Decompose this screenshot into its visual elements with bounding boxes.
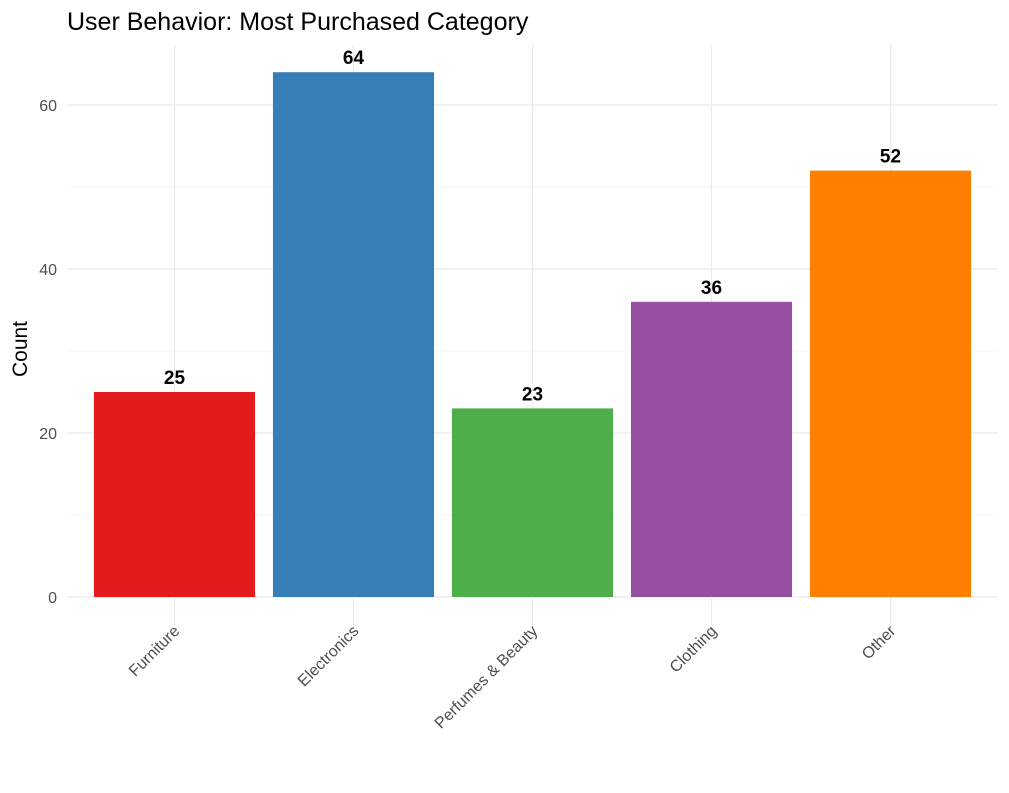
bar-2 (451, 408, 614, 597)
x-tick-label: Perfumes & Beauty (432, 623, 541, 732)
data-label: 52 (880, 147, 901, 168)
bar-3 (630, 301, 793, 597)
x-tick-label: Electronics (295, 623, 362, 690)
data-label: 23 (522, 384, 543, 405)
y-tick-label: 20 (39, 426, 57, 443)
data-label-layer: 25 64 23 36 52 (164, 48, 901, 405)
bar-layer (93, 72, 972, 597)
data-label: 25 (164, 368, 186, 389)
x-tick-label: Furniture (126, 623, 183, 680)
bar-1 (272, 72, 435, 597)
y-axis-title: Count (9, 321, 32, 377)
x-tick-label: Clothing (667, 623, 721, 677)
x-tick-label: Other (859, 622, 900, 663)
x-axis-ticks: Furniture Electronics Perfumes & Beauty Clo… (126, 622, 900, 732)
bar-4 (809, 170, 972, 597)
y-tick-label: 60 (39, 98, 57, 115)
chart-title: User Behavior: Most Purchased Category (67, 8, 529, 36)
y-axis-ticks: 0 20 40 60 (39, 98, 57, 607)
bar-0 (93, 392, 256, 597)
y-tick-label: 40 (39, 262, 57, 279)
data-label: 36 (701, 278, 722, 299)
data-label: 64 (343, 48, 365, 69)
y-tick-label: 0 (48, 590, 57, 607)
